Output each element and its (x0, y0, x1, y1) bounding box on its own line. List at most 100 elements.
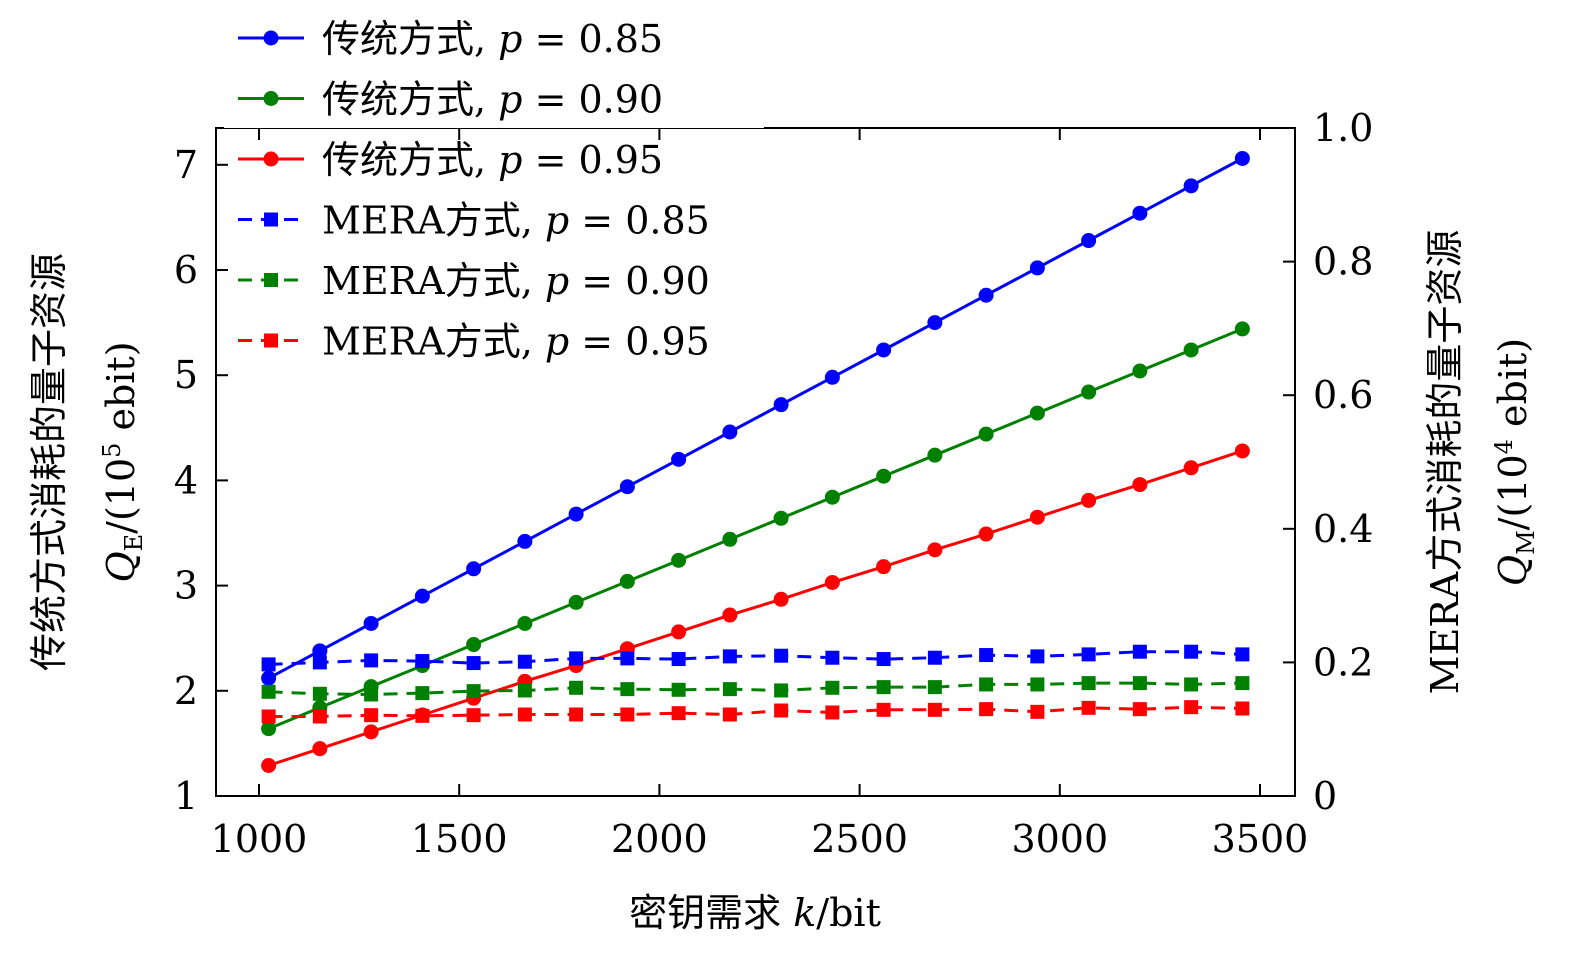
data-point (876, 652, 891, 667)
data-point (261, 721, 277, 737)
series-line (268, 681, 1243, 697)
data-point (671, 706, 686, 721)
y-left-tick-label: 1 (174, 774, 198, 818)
left-axis-title-line2: QE/(105 ebit) (98, 341, 148, 582)
data-point (1234, 321, 1250, 337)
data-point (569, 651, 584, 666)
y-left-tick-label: 4 (174, 458, 198, 502)
data-point (1183, 178, 1199, 194)
series-layer (261, 150, 1250, 773)
data-point (927, 650, 942, 665)
data-point (261, 657, 276, 672)
legend: 传统方式, p = 0.85 传统方式, p = 0.90 传统方式, p = 0.… (224, 2, 764, 364)
data-point (1081, 676, 1096, 691)
data-point (415, 686, 430, 701)
legend-label: 传统方式, p = 0.85 (322, 17, 663, 61)
data-point (1132, 702, 1147, 717)
data-point (517, 683, 532, 698)
data-point (261, 670, 277, 686)
data-point (568, 594, 584, 610)
left-axis-title: 传统方式消耗的量子资源 QE/(105 ebit) (27, 253, 148, 671)
data-point (927, 680, 942, 695)
data-point (978, 287, 994, 303)
y-left-tick-label: 6 (174, 248, 198, 292)
data-point (1184, 700, 1199, 715)
y-left-tick-label: 2 (174, 669, 198, 713)
data-point (979, 677, 994, 692)
y-right-tick-label: 0.6 (1313, 373, 1373, 417)
data-point (1029, 405, 1045, 421)
x-tick-label: 1000 (211, 817, 308, 861)
series-line (267, 157, 1244, 680)
data-point (1132, 676, 1147, 691)
data-point (1081, 647, 1096, 662)
data-point (671, 624, 687, 640)
data-point (620, 707, 635, 722)
data-point (1184, 677, 1199, 692)
series-line (268, 449, 1243, 767)
data-point (1183, 342, 1199, 358)
left-axis-title-line1: 传统方式消耗的量子资源 (27, 253, 71, 671)
data-point (876, 559, 892, 575)
series-line (268, 705, 1243, 718)
data-point (1184, 644, 1199, 659)
data-point (1132, 477, 1148, 493)
data-point (312, 643, 328, 659)
data-point (978, 426, 994, 442)
data-point (466, 684, 481, 699)
legend-swatch-marker (263, 30, 279, 46)
x-tick-label: 3500 (1212, 817, 1309, 861)
data-point (671, 451, 687, 467)
data-point (466, 561, 482, 577)
data-point (927, 542, 943, 558)
legend-swatch-marker (264, 212, 278, 227)
y-right-tick-label: 0.8 (1313, 240, 1373, 284)
data-point (722, 707, 737, 722)
legend-label: MERA方式, p = 0.90 (322, 259, 710, 303)
data-point (876, 468, 892, 484)
x-axis-title: 密钥需求 k/bit (629, 891, 881, 935)
data-point (364, 708, 379, 723)
y-right-tick-label: 0 (1313, 774, 1337, 818)
data-point (620, 682, 635, 697)
x-tick-label: 2500 (811, 817, 908, 861)
y-right-tick-label: 1.0 (1313, 106, 1373, 150)
data-point (671, 682, 686, 697)
data-point (569, 707, 584, 722)
data-point (1029, 260, 1045, 276)
data-point (415, 654, 430, 669)
legend-label: MERA方式, p = 0.85 (322, 199, 710, 243)
data-point (722, 649, 737, 664)
data-point (824, 574, 840, 590)
data-point (773, 397, 789, 413)
data-point (466, 637, 482, 653)
data-point (1132, 363, 1148, 379)
data-point (261, 709, 276, 724)
data-point (722, 424, 738, 440)
data-point (1081, 700, 1096, 715)
y-left-tick-label: 7 (174, 143, 198, 187)
data-point (979, 702, 994, 717)
data-point (1081, 492, 1097, 508)
data-point (312, 741, 328, 757)
data-point (517, 615, 533, 631)
data-point (927, 315, 943, 331)
legend-label: 传统方式, p = 0.95 (322, 138, 663, 182)
data-point (825, 650, 840, 665)
data-point (876, 342, 892, 358)
data-point (415, 708, 430, 723)
data-point (363, 724, 379, 740)
data-point (363, 615, 379, 631)
series-line (268, 327, 1243, 731)
data-point (568, 506, 584, 522)
data-point (517, 654, 532, 669)
data-point (722, 531, 738, 547)
data-point (312, 709, 327, 724)
legend-background (224, 2, 764, 128)
legend-label: MERA方式, p = 0.95 (322, 320, 710, 364)
data-point (1081, 233, 1097, 249)
data-point (927, 702, 942, 717)
data-point (1235, 701, 1250, 716)
data-point (1029, 509, 1045, 525)
data-point (671, 652, 686, 667)
